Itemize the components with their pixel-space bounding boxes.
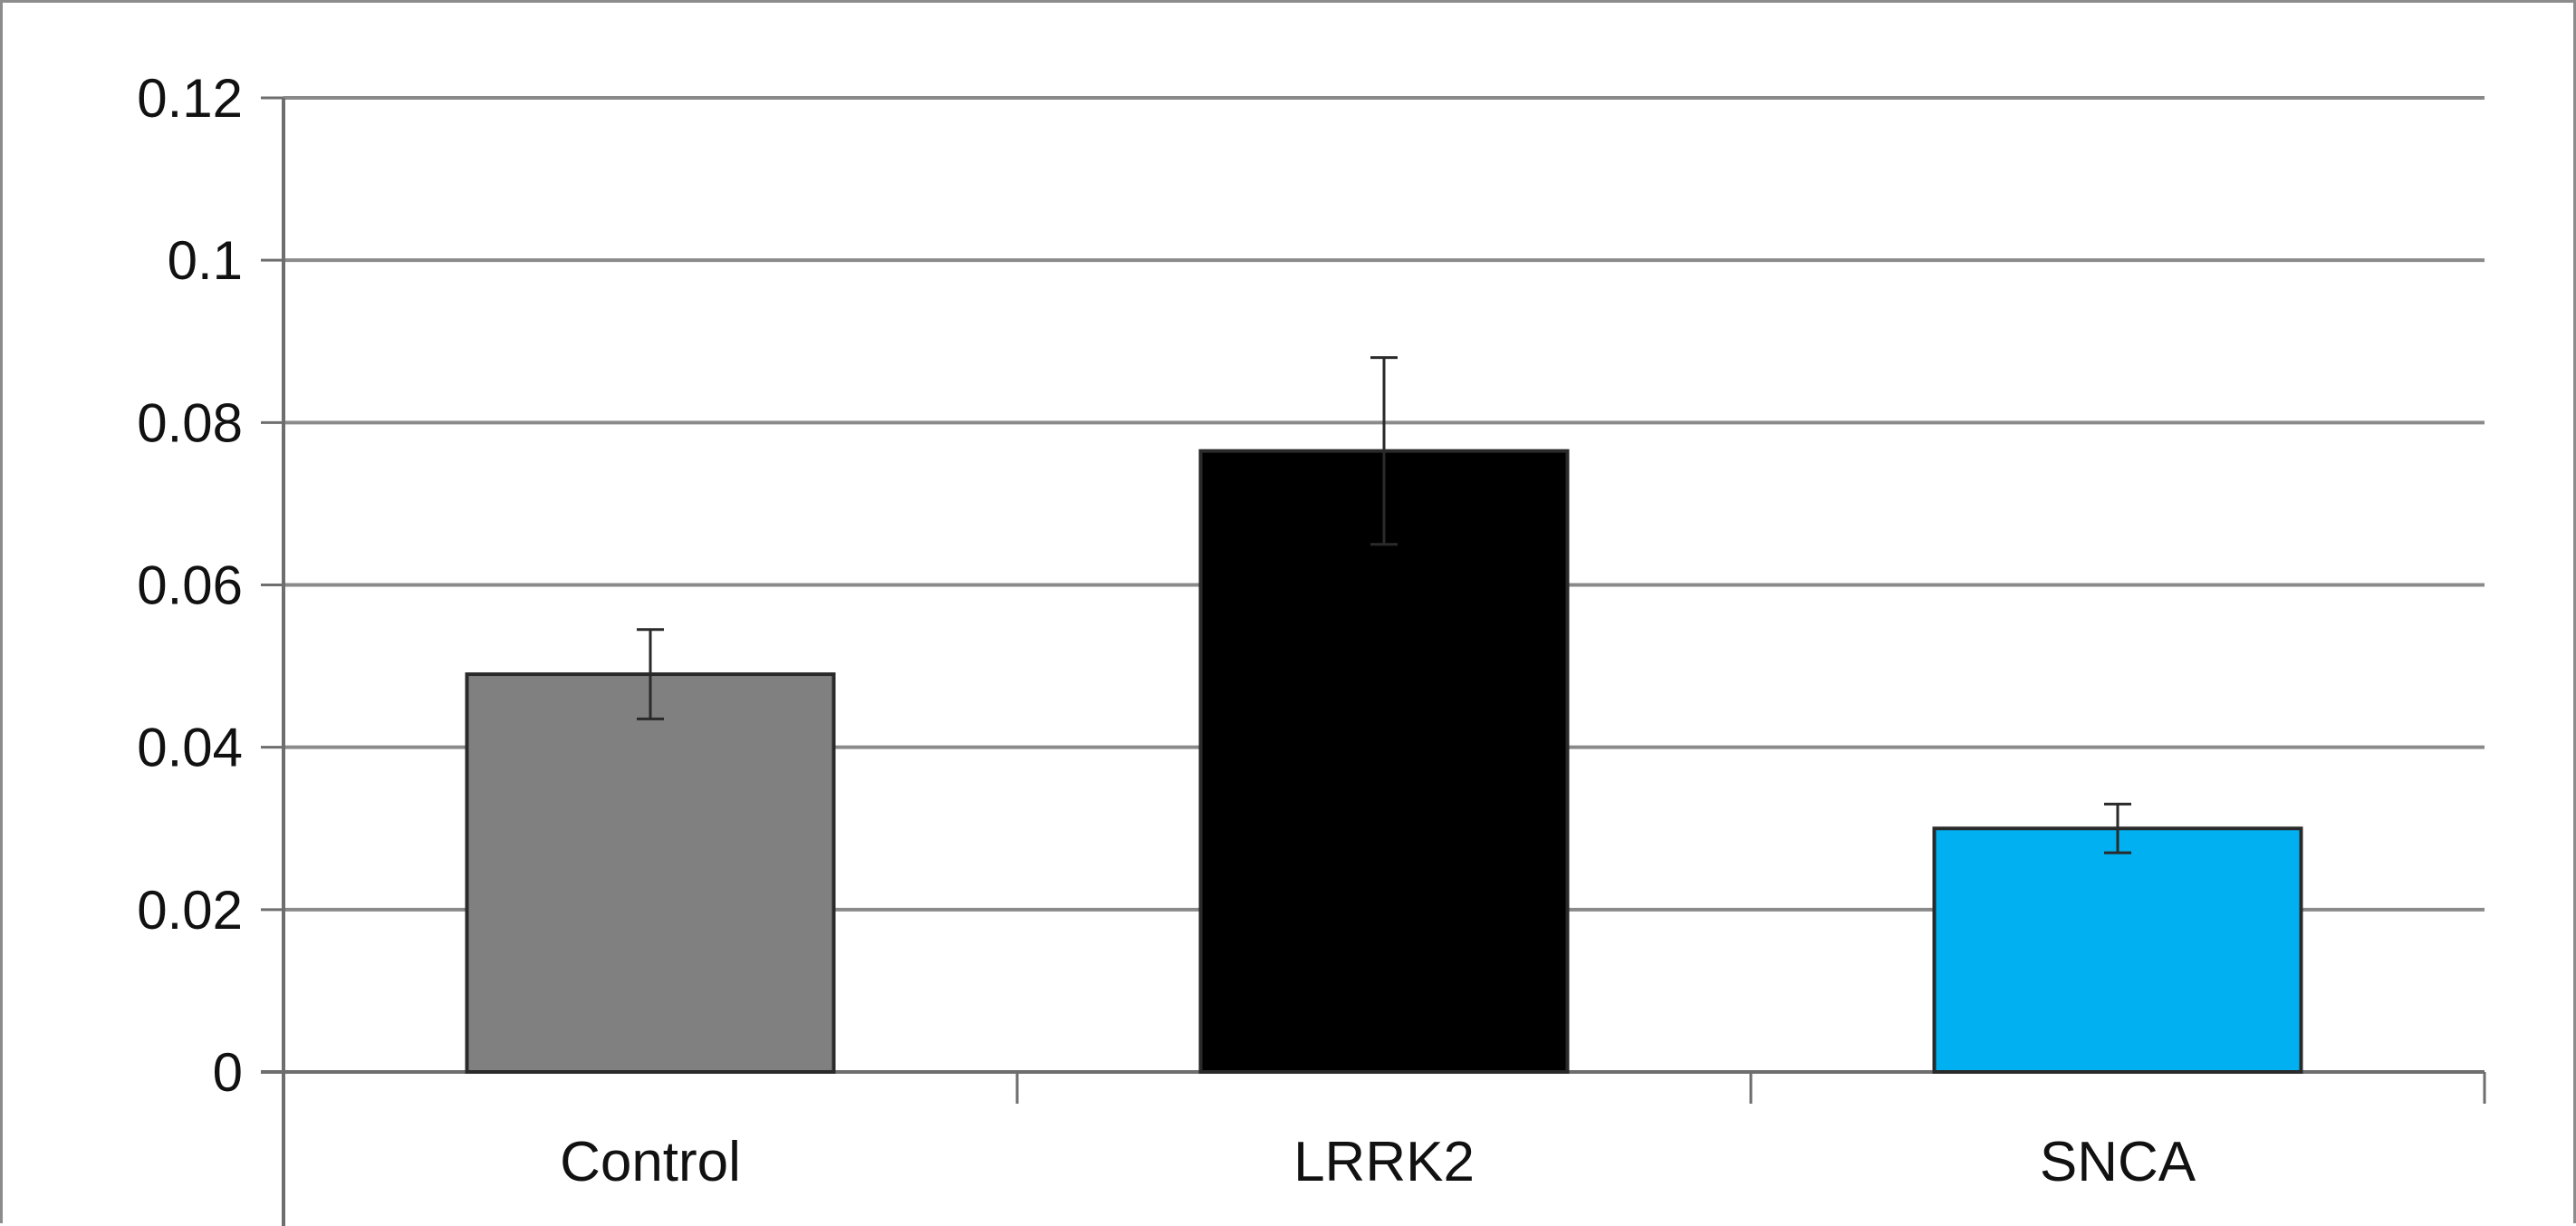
y-tick-label: 0.08 [137,392,243,453]
bar-chart: 0 0.02 0.04 0.06 0.08 0.1 0.12 Control LRRK2 SNCA [137,68,2486,1226]
y-tick-label: 0.04 [137,718,243,778]
bars [465,449,2303,1075]
bar-control [465,672,836,1075]
error-bars [637,356,2131,854]
bar-snca [1932,826,2303,1074]
x-category-label: LRRK2 [1293,1131,1475,1193]
y-tick-label: 0.1 [168,230,243,291]
x-category-label: Control [560,1131,741,1193]
labels: 0 0.02 0.04 0.06 0.08 0.1 0.12 Control LRRK2 SNCA [137,68,2196,1193]
y-tick-label: 0.12 [137,68,243,129]
y-tick-label: 0.02 [137,880,243,941]
x-category-label: SNCA [2040,1131,2196,1193]
y-tick-label: 0.06 [137,555,243,616]
y-tick-label: 0 [213,1042,243,1103]
